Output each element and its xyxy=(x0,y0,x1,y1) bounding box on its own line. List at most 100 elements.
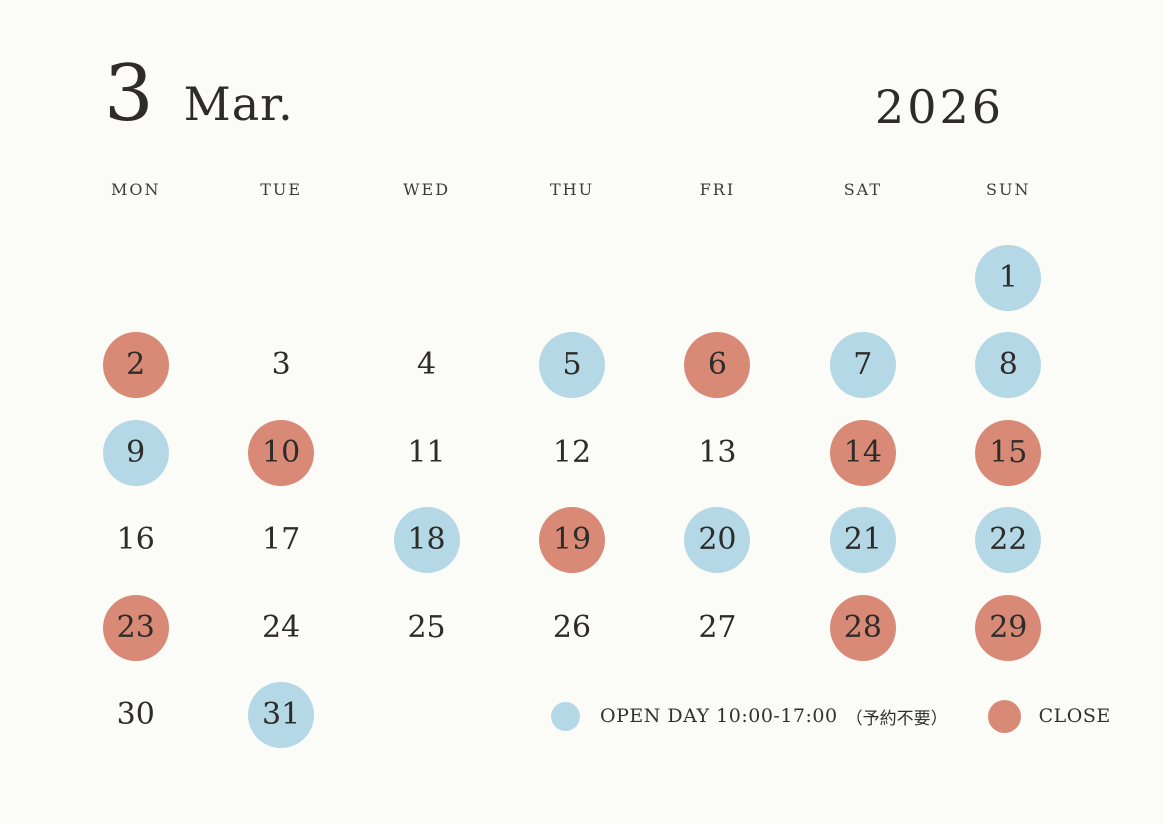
day-cell-24: 24 xyxy=(208,584,353,672)
close-day-circle: 10 xyxy=(248,419,315,486)
close-legend-swatch xyxy=(987,699,1021,733)
close-day-circle: 23 xyxy=(102,594,169,661)
close-legend-label: CLOSE xyxy=(1038,705,1111,727)
day-number: 3 xyxy=(271,347,291,383)
close-day-circle: 15 xyxy=(975,419,1042,486)
day-number: 30 xyxy=(116,697,155,733)
day-cell-26: 26 xyxy=(499,584,644,672)
empty-day-cell xyxy=(790,234,935,322)
day-cell-30: 30 xyxy=(63,672,208,760)
day-number: 5 xyxy=(562,347,582,383)
day-number: 20 xyxy=(698,522,737,558)
day-cell-9: 9 xyxy=(63,409,208,497)
day-number: 12 xyxy=(552,434,592,470)
open-day-legend-note: （予約不要） xyxy=(845,708,948,729)
weekday-label-sat: SAT xyxy=(843,180,882,199)
day-number: 25 xyxy=(407,609,446,645)
day-number: 9 xyxy=(126,434,146,470)
day-cell-27: 27 xyxy=(645,584,790,672)
day-number: 11 xyxy=(407,434,446,470)
close-day-circle: 28 xyxy=(829,594,896,661)
day-cell-1: 1 xyxy=(936,234,1081,322)
day-cell-2: 2 xyxy=(63,322,208,410)
day-cell-4: 4 xyxy=(354,322,499,410)
empty-day-cell xyxy=(499,234,644,322)
day-cell-18: 18 xyxy=(354,497,499,585)
day-number: 14 xyxy=(843,434,882,470)
day-cell-8: 8 xyxy=(936,322,1081,410)
close-day-circle: 19 xyxy=(538,507,605,574)
close-day-circle: 29 xyxy=(975,594,1042,661)
day-number: 2 xyxy=(126,347,146,383)
open-day-circle: 5 xyxy=(538,332,605,399)
day-cell-31: 31 xyxy=(208,672,353,760)
day-number: 4 xyxy=(417,347,437,383)
day-number: 1 xyxy=(998,259,1018,295)
weekday-label-mon: MON xyxy=(110,180,161,199)
day-number: 26 xyxy=(552,609,592,645)
open-day-circle: 20 xyxy=(684,507,751,574)
close-day-circle: 14 xyxy=(829,419,896,486)
day-cell-28: 28 xyxy=(790,584,935,672)
year-label: 2026 xyxy=(874,80,1004,134)
open-day-circle: 8 xyxy=(975,332,1042,399)
day-number: 22 xyxy=(989,522,1028,558)
day-number: 29 xyxy=(989,609,1028,645)
weekday-label-sun: SUN xyxy=(986,180,1031,199)
day-number: 21 xyxy=(843,522,882,558)
day-number: 19 xyxy=(552,522,592,558)
day-cell-29: 29 xyxy=(936,584,1081,672)
day-cell-12: 12 xyxy=(499,409,644,497)
day-number: 15 xyxy=(989,434,1028,470)
day-number: 16 xyxy=(116,522,155,558)
day-cell-20: 20 xyxy=(645,497,790,585)
day-cell-23: 23 xyxy=(63,584,208,672)
day-cell-3: 3 xyxy=(208,322,353,410)
day-cell-22: 22 xyxy=(936,497,1081,585)
weekday-header-row: MON TUE WED THU FRI SAT SUN xyxy=(63,180,1081,199)
day-cell-5: 5 xyxy=(499,322,644,410)
day-cell-10: 10 xyxy=(208,409,353,497)
day-cell-17: 17 xyxy=(208,497,353,585)
day-number: 24 xyxy=(262,609,301,645)
day-cell-7: 7 xyxy=(790,322,935,410)
weekday-label-thu: THU xyxy=(549,180,595,199)
day-cell-21: 21 xyxy=(790,497,935,585)
day-number: 6 xyxy=(707,347,727,383)
day-cell-11: 11 xyxy=(354,409,499,497)
day-cell-6: 6 xyxy=(645,322,790,410)
day-cell-15: 15 xyxy=(936,409,1081,497)
close-day-circle: 2 xyxy=(102,332,169,399)
weekday-label-tue: TUE xyxy=(260,180,303,199)
open-day-legend-label: OPEN DAY 10:00-17:00 xyxy=(600,705,838,727)
open-day-legend-swatch xyxy=(551,701,580,731)
day-number: 28 xyxy=(843,609,882,645)
day-number: 13 xyxy=(698,434,737,470)
empty-day-cell xyxy=(63,234,208,322)
calendar-grid: 1 2 3 4 5 6 7 8 9 10 11 12 13 14 15 16 17 18 19 20 21 22 23 24 2… xyxy=(63,234,1081,759)
day-number: 27 xyxy=(698,609,737,645)
day-cell-19: 19 xyxy=(499,497,644,585)
month-name: Mar. xyxy=(183,77,294,131)
weekday-label-wed: WED xyxy=(403,180,451,199)
month-number: 3 xyxy=(104,49,154,139)
empty-day-cell xyxy=(645,234,790,322)
empty-day-cell xyxy=(354,234,499,322)
day-number: 8 xyxy=(998,347,1018,383)
open-day-circle: 9 xyxy=(102,419,169,486)
day-number: 31 xyxy=(262,697,301,733)
day-cell-25: 25 xyxy=(354,584,499,672)
open-day-circle: 1 xyxy=(975,244,1042,311)
day-number: 17 xyxy=(262,522,301,558)
open-day-circle: 22 xyxy=(975,507,1042,574)
empty-day-cell xyxy=(208,234,353,322)
day-cell-13: 13 xyxy=(645,409,790,497)
day-number: 18 xyxy=(407,522,446,558)
day-number: 23 xyxy=(116,609,155,645)
calendar-header: 3 Mar. xyxy=(104,49,294,139)
open-day-circle: 21 xyxy=(829,507,896,574)
day-cell-14: 14 xyxy=(790,409,935,497)
weekday-label-fri: FRI xyxy=(699,180,736,199)
legend: OPEN DAY 10:00-17:00 （予約不要） CLOSE xyxy=(551,698,1111,734)
